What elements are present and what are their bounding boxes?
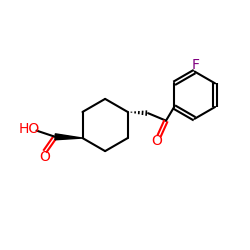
- Text: F: F: [192, 58, 200, 72]
- Polygon shape: [55, 134, 82, 140]
- Text: HO: HO: [18, 122, 40, 136]
- Text: O: O: [39, 150, 50, 164]
- Text: O: O: [152, 134, 162, 148]
